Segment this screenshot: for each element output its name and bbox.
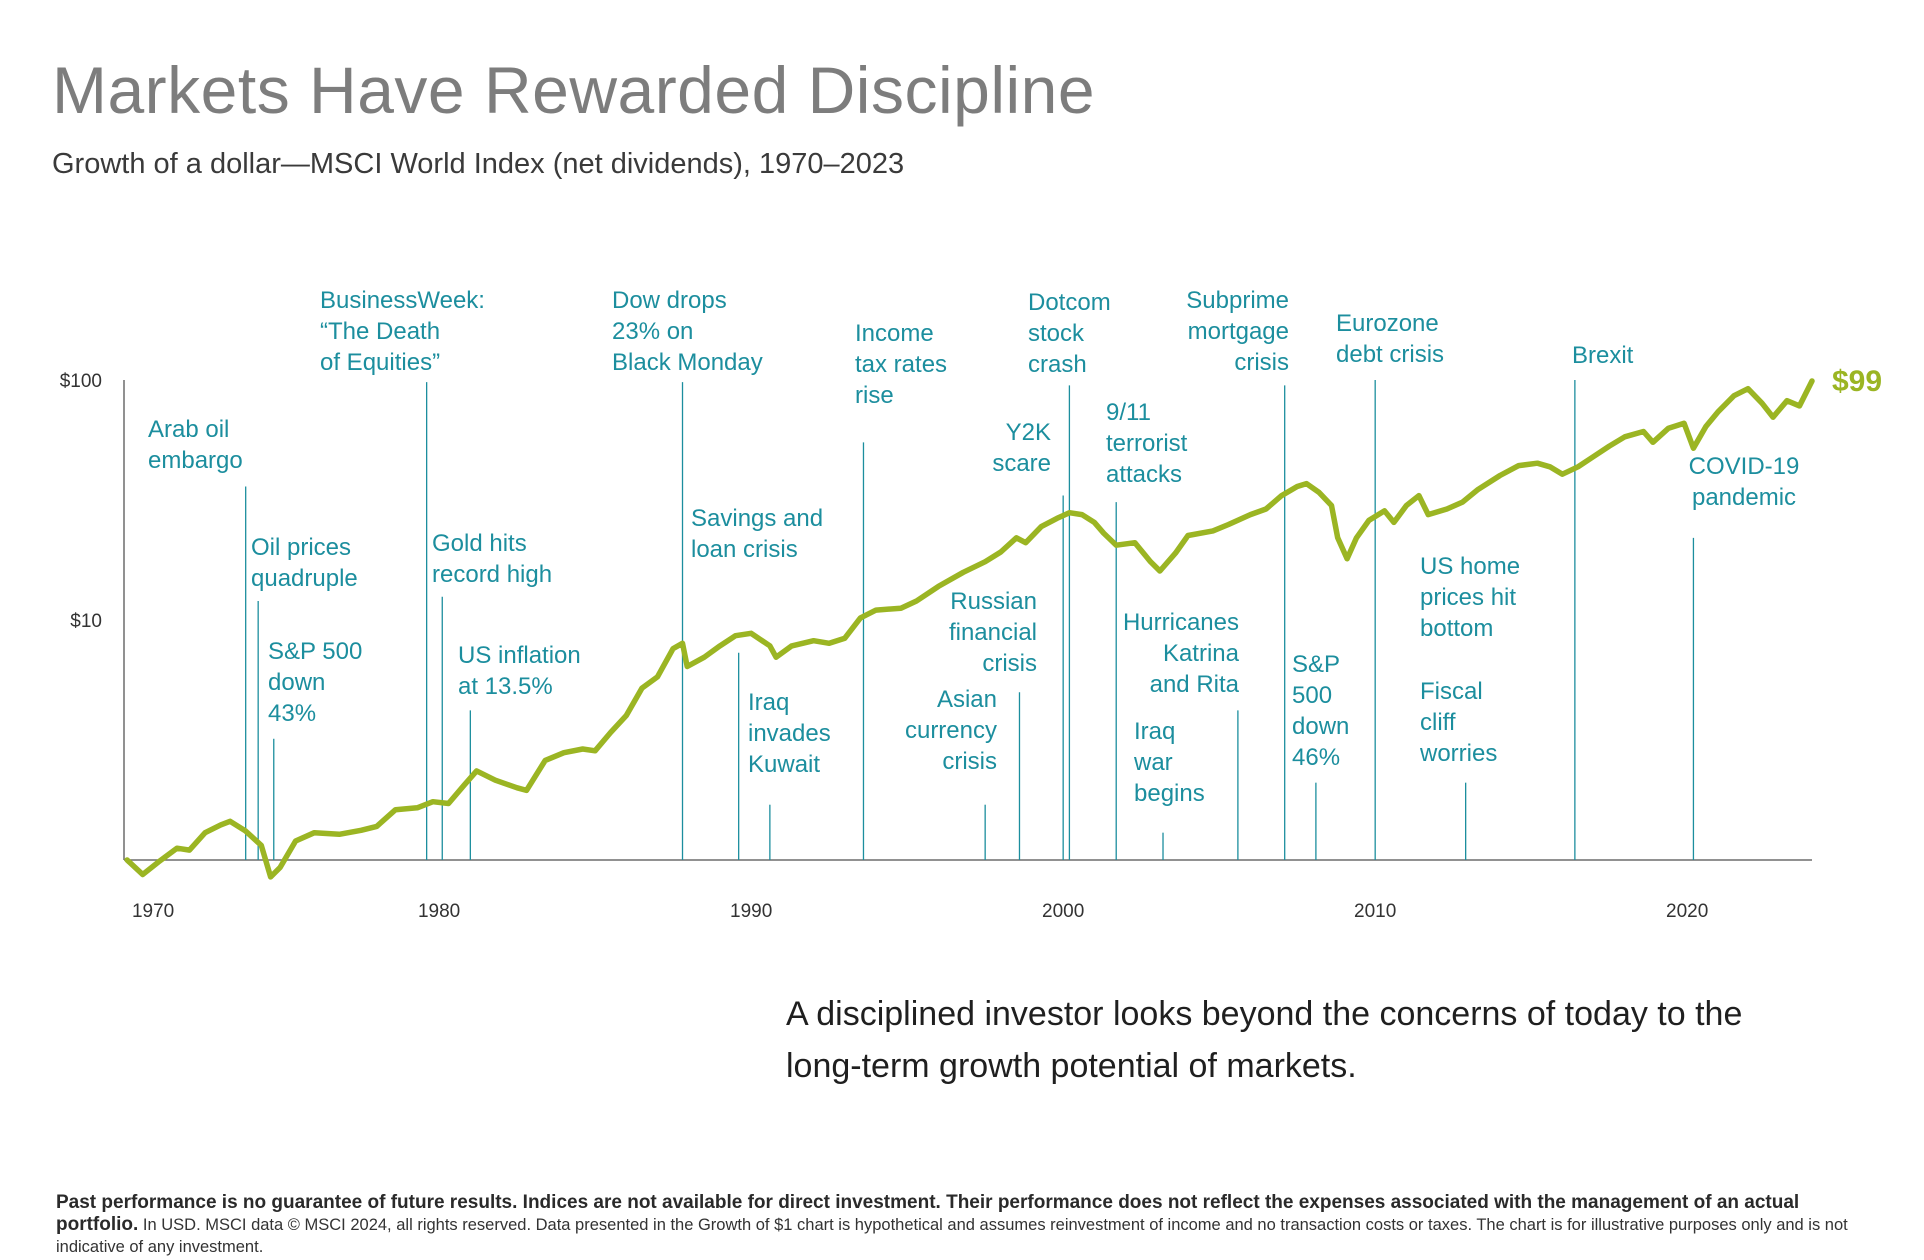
- chart-subtitle: Growth of a dollar—MSCI World Index (net…: [52, 148, 905, 180]
- event-label: Fiscal cliff worries: [1419, 678, 1497, 767]
- event-label: Dotcom stock crash: [1028, 289, 1111, 378]
- event-label: Oil prices quadruple: [251, 534, 358, 592]
- chart-title: Markets Have Rewarded Discipline: [52, 53, 1096, 127]
- event-label: Iraq war begins: [1133, 718, 1205, 807]
- event-label: 9/11 terrorist attacks: [1106, 399, 1188, 488]
- event-label: COVID-19 pandemic: [1689, 453, 1800, 511]
- event-label: Hurricanes Katrina and Rita: [1123, 609, 1240, 698]
- event-label: BusinessWeek: “The Death of Equities”: [320, 287, 485, 376]
- end-value-label: $99: [1832, 365, 1882, 398]
- event-label: US home prices hit bottom: [1420, 553, 1520, 642]
- chart: $10 $100 1970 1980 1990 2000 2010 2020 $99 Arab o…: [60, 287, 1882, 922]
- series-line: [124, 378, 1815, 880]
- event-label: Russian financial crisis: [949, 588, 1037, 677]
- disclaimer-text: In USD. MSCI data © MSCI 2024, all right…: [56, 1216, 1848, 1256]
- x-tick-label: 1970: [132, 901, 174, 922]
- event-label: S&P 500 down 46%: [1292, 651, 1349, 771]
- event-label: Income tax rates rise: [855, 320, 947, 409]
- event-label: Brexit: [1572, 342, 1634, 369]
- x-tick-label: 2000: [1042, 901, 1084, 922]
- event-label: Asian currency crisis: [905, 686, 997, 775]
- event-label: Arab oil embargo: [148, 416, 243, 474]
- event-label: Dow drops 23% on Black Monday: [612, 287, 763, 376]
- event-label: Y2K scare: [992, 419, 1051, 477]
- disclaimer-bold: Past performance is no guarantee of futu…: [56, 1192, 1800, 1235]
- y-tick-label: $10: [70, 611, 102, 632]
- event-label: S&P 500 down 43%: [268, 638, 362, 727]
- disclaimer: Past performance is no guarantee of futu…: [56, 1192, 1856, 1258]
- x-tick-label: 2010: [1354, 901, 1396, 922]
- tagline: A disciplined investor looks beyond the …: [786, 995, 1743, 1085]
- event-label: Eurozone debt crisis: [1336, 310, 1444, 368]
- x-tick-label: 2020: [1666, 901, 1708, 922]
- event-label: Subprime mortgage crisis: [1186, 287, 1289, 376]
- x-tick-label: 1990: [730, 901, 772, 922]
- event-label: Gold hits record high: [432, 530, 552, 588]
- y-tick-label: $100: [60, 371, 102, 392]
- x-tick-label: 1980: [418, 901, 460, 922]
- event-label: Iraq invades Kuwait: [748, 689, 831, 778]
- event-label: US inflation at 13.5%: [458, 642, 581, 700]
- event-label: Savings and loan crisis: [691, 505, 823, 563]
